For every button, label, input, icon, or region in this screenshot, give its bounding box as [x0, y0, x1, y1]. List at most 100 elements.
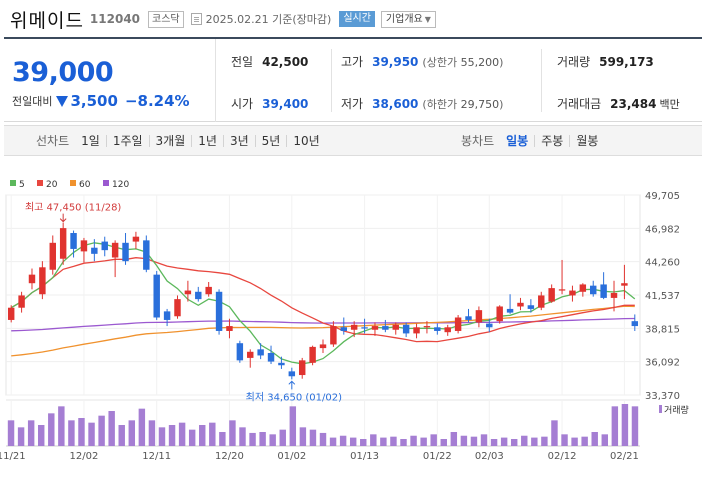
candle-body	[236, 343, 244, 361]
volume-bar	[329, 437, 337, 446]
x-tick-label: 11/21	[0, 451, 26, 462]
legend-label: 120	[112, 180, 129, 190]
legend-swatch	[37, 180, 43, 186]
change-label: 전일대비	[12, 95, 53, 108]
line-chart-label: 선차트	[36, 134, 70, 148]
candle-body	[111, 242, 119, 258]
period-3m[interactable]: 3개월	[148, 134, 192, 147]
period-daily[interactable]: 일봉	[506, 133, 529, 148]
volume-bar	[168, 425, 176, 446]
volume-bar	[309, 429, 317, 446]
candle-body	[465, 316, 472, 320]
period-1y[interactable]: 1년	[191, 134, 223, 147]
volume-bar	[299, 427, 307, 446]
candle-body	[80, 240, 88, 252]
candle-body	[538, 295, 545, 308]
candle-body	[267, 353, 275, 362]
x-tick-label: 02/12	[548, 451, 577, 462]
volume-bar	[380, 437, 387, 446]
volume-bar	[339, 435, 347, 446]
y-tick-label: 46,982	[645, 224, 680, 235]
down-triangle-icon	[56, 95, 69, 107]
min-annotation: 최저 34,650 (01/02)	[246, 391, 342, 403]
candle-body	[527, 305, 535, 309]
volume-bar	[500, 437, 508, 446]
legend-swatch	[10, 180, 16, 186]
volume-label: 거래량	[664, 404, 689, 416]
period-monthly[interactable]: 월봉	[569, 134, 604, 147]
stock-code: 112040	[89, 12, 141, 26]
candle-body	[392, 324, 399, 330]
volume-bar	[219, 432, 226, 446]
candle-body	[184, 290, 192, 295]
volume-bar	[48, 413, 55, 446]
volume-bar	[148, 420, 156, 446]
volume-bar	[68, 420, 75, 446]
volume-bar	[450, 432, 458, 446]
volume-bar	[601, 434, 608, 446]
volume-bar	[259, 432, 266, 446]
upper-limit-label: 상한가	[426, 56, 458, 69]
volume-bar	[279, 429, 286, 446]
candle-body	[434, 327, 441, 331]
quote-grid: 전일 42,500 시가 39,400 고가 39,950 (상한가 55,20…	[217, 39, 702, 122]
divider	[541, 49, 542, 112]
volume-bar	[541, 436, 548, 446]
candle-body	[558, 289, 566, 291]
period-10y[interactable]: 10년	[286, 134, 325, 147]
volume-bar	[521, 435, 528, 446]
period-3y[interactable]: 3년	[222, 134, 255, 147]
candle-body	[39, 267, 46, 295]
price-panel: 39,000 전일대비 3,500 −8.24%	[4, 39, 216, 122]
candle-body	[143, 240, 150, 270]
prev-close-value: 42,500	[262, 55, 309, 69]
x-tick-label: 12/02	[70, 451, 99, 462]
candle-body	[18, 295, 25, 308]
candle-body	[59, 228, 67, 259]
volume-bar	[188, 429, 196, 446]
volume-bar	[158, 427, 166, 446]
candle-body	[423, 326, 431, 328]
company-info-dropdown[interactable]: 기업개요 ▼	[380, 10, 436, 28]
volume-bar	[440, 439, 447, 446]
candle-chart-periods: 봉차트 일봉 주봉 월봉	[461, 126, 604, 155]
candle-body	[298, 360, 306, 376]
candle-body	[28, 274, 36, 284]
period-weekly[interactable]: 주봉	[534, 134, 569, 147]
volume-bar	[621, 404, 629, 446]
candle-body	[226, 326, 233, 331]
period-1d[interactable]: 1일	[81, 133, 100, 148]
volume-bar	[561, 434, 568, 446]
period-1w[interactable]: 1주일	[105, 134, 149, 147]
high-value: 39,950	[372, 55, 419, 69]
stock-header: 위메이드 112040 코스닥 2025.02.21 기준(장마감) 실시간 기…	[10, 6, 436, 32]
x-tick-label: 01/13	[350, 451, 379, 462]
prev-close-label: 전일	[231, 55, 254, 69]
price-chart[interactable]: 49,705 46,982 44,260 41,537 38,815 36,092 33,3…	[0, 170, 702, 484]
lower-limit-label: 하한가	[426, 98, 458, 111]
low-cell: 저가 38,600 (하한가 29,750)	[341, 95, 503, 115]
candle-chart-label: 봉차트	[461, 134, 495, 148]
candle-body	[600, 284, 607, 298]
volume-bar	[420, 437, 427, 446]
period-5y[interactable]: 5년	[254, 134, 287, 147]
divider	[331, 49, 332, 112]
volume-bar	[249, 432, 256, 446]
candle-body	[621, 283, 628, 286]
upper-limit-value: 55,200	[460, 56, 500, 69]
open-label: 시가	[231, 97, 254, 111]
y-tick-label: 38,815	[645, 324, 680, 335]
volume-bar	[480, 434, 488, 446]
x-tick-label: 12/11	[142, 451, 171, 462]
x-tick-label: 12/20	[215, 451, 244, 462]
candle-body	[7, 307, 15, 320]
company-info-label: 기업개요	[385, 13, 423, 25]
trade-value-label: 거래대금	[557, 97, 602, 111]
open-value: 39,400	[262, 97, 309, 111]
candlestick-chart[interactable]: 49,705 46,982 44,260 41,537 38,815 36,092 33,3…	[0, 170, 702, 484]
volume-bar	[400, 439, 407, 446]
realtime-button[interactable]: 실시간	[339, 11, 375, 27]
candle-body	[247, 351, 254, 358]
volume-bar	[631, 406, 639, 446]
x-tick-label: 01/22	[423, 451, 452, 462]
